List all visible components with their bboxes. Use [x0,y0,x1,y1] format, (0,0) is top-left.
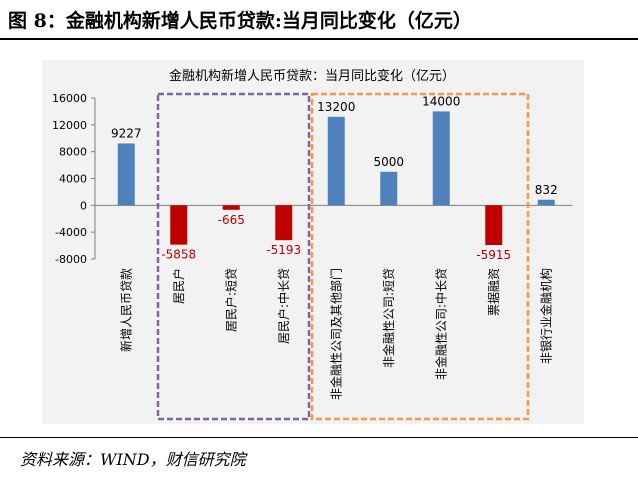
y-tick-label: 12000 [52,119,87,132]
category-label: 新增人民币贷款 [118,268,133,352]
bar [485,205,503,246]
data-label: 832 [535,183,558,197]
y-tick-label: -8000 [55,253,87,266]
figure-title: 图 8：金融机构新增人民币贷款:当月同比变化（亿元） [8,10,472,32]
category-label: 票据融资 [487,268,501,316]
y-tick-label: 0 [80,199,87,212]
bar [222,205,240,210]
axis-layer: 16000 12000 8000 4000 0 -4000 -8000 [52,92,573,266]
y-tick-label: -4000 [55,226,87,239]
bar [327,116,345,206]
chart-title: 金融机构新增人民币贷款：当月同比变化（亿元） [169,68,455,84]
y-tick-label: 4000 [59,173,87,186]
data-label: 5000 [373,155,404,169]
bar [537,199,555,206]
y-tick-label: 8000 [59,146,87,159]
data-label: -665 [218,213,245,227]
data-label: 13200 [317,100,355,114]
bar [275,205,293,241]
corporate-group-box [310,92,530,421]
data-label: -5915 [476,248,511,262]
bar-layer [117,111,555,246]
category-label: 非金融性公司:中长贷 [433,268,448,380]
data-label: -5858 [161,248,196,262]
category-label: 居民户:短贷 [223,268,238,332]
category-label: 非金融性公司:短贷 [381,268,396,368]
label-layer: 9227 新增人民币贷款 -5858 居民户 -665 居民户:短贷 -5193 居民户:中长… [111,94,558,400]
data-label: 9227 [111,126,142,140]
bar [117,143,135,206]
data-label: -5193 [266,243,301,257]
category-label: 非银行业金融机构 [538,268,553,364]
category-label: 居民户 [171,268,186,304]
source-note: 资料来源：WIND，财信研究院 [20,450,246,469]
bar [170,205,188,245]
bar [432,111,450,206]
category-label: 居民户:中长贷 [276,268,291,344]
category-label: 非金融性公司及其他部门 [328,268,343,400]
y-tick-label: 16000 [52,92,87,105]
bar [380,171,398,206]
bottom-rule [0,437,638,438]
household-group-box [156,92,311,421]
top-rule [0,38,638,40]
data-label: 14000 [422,94,460,108]
